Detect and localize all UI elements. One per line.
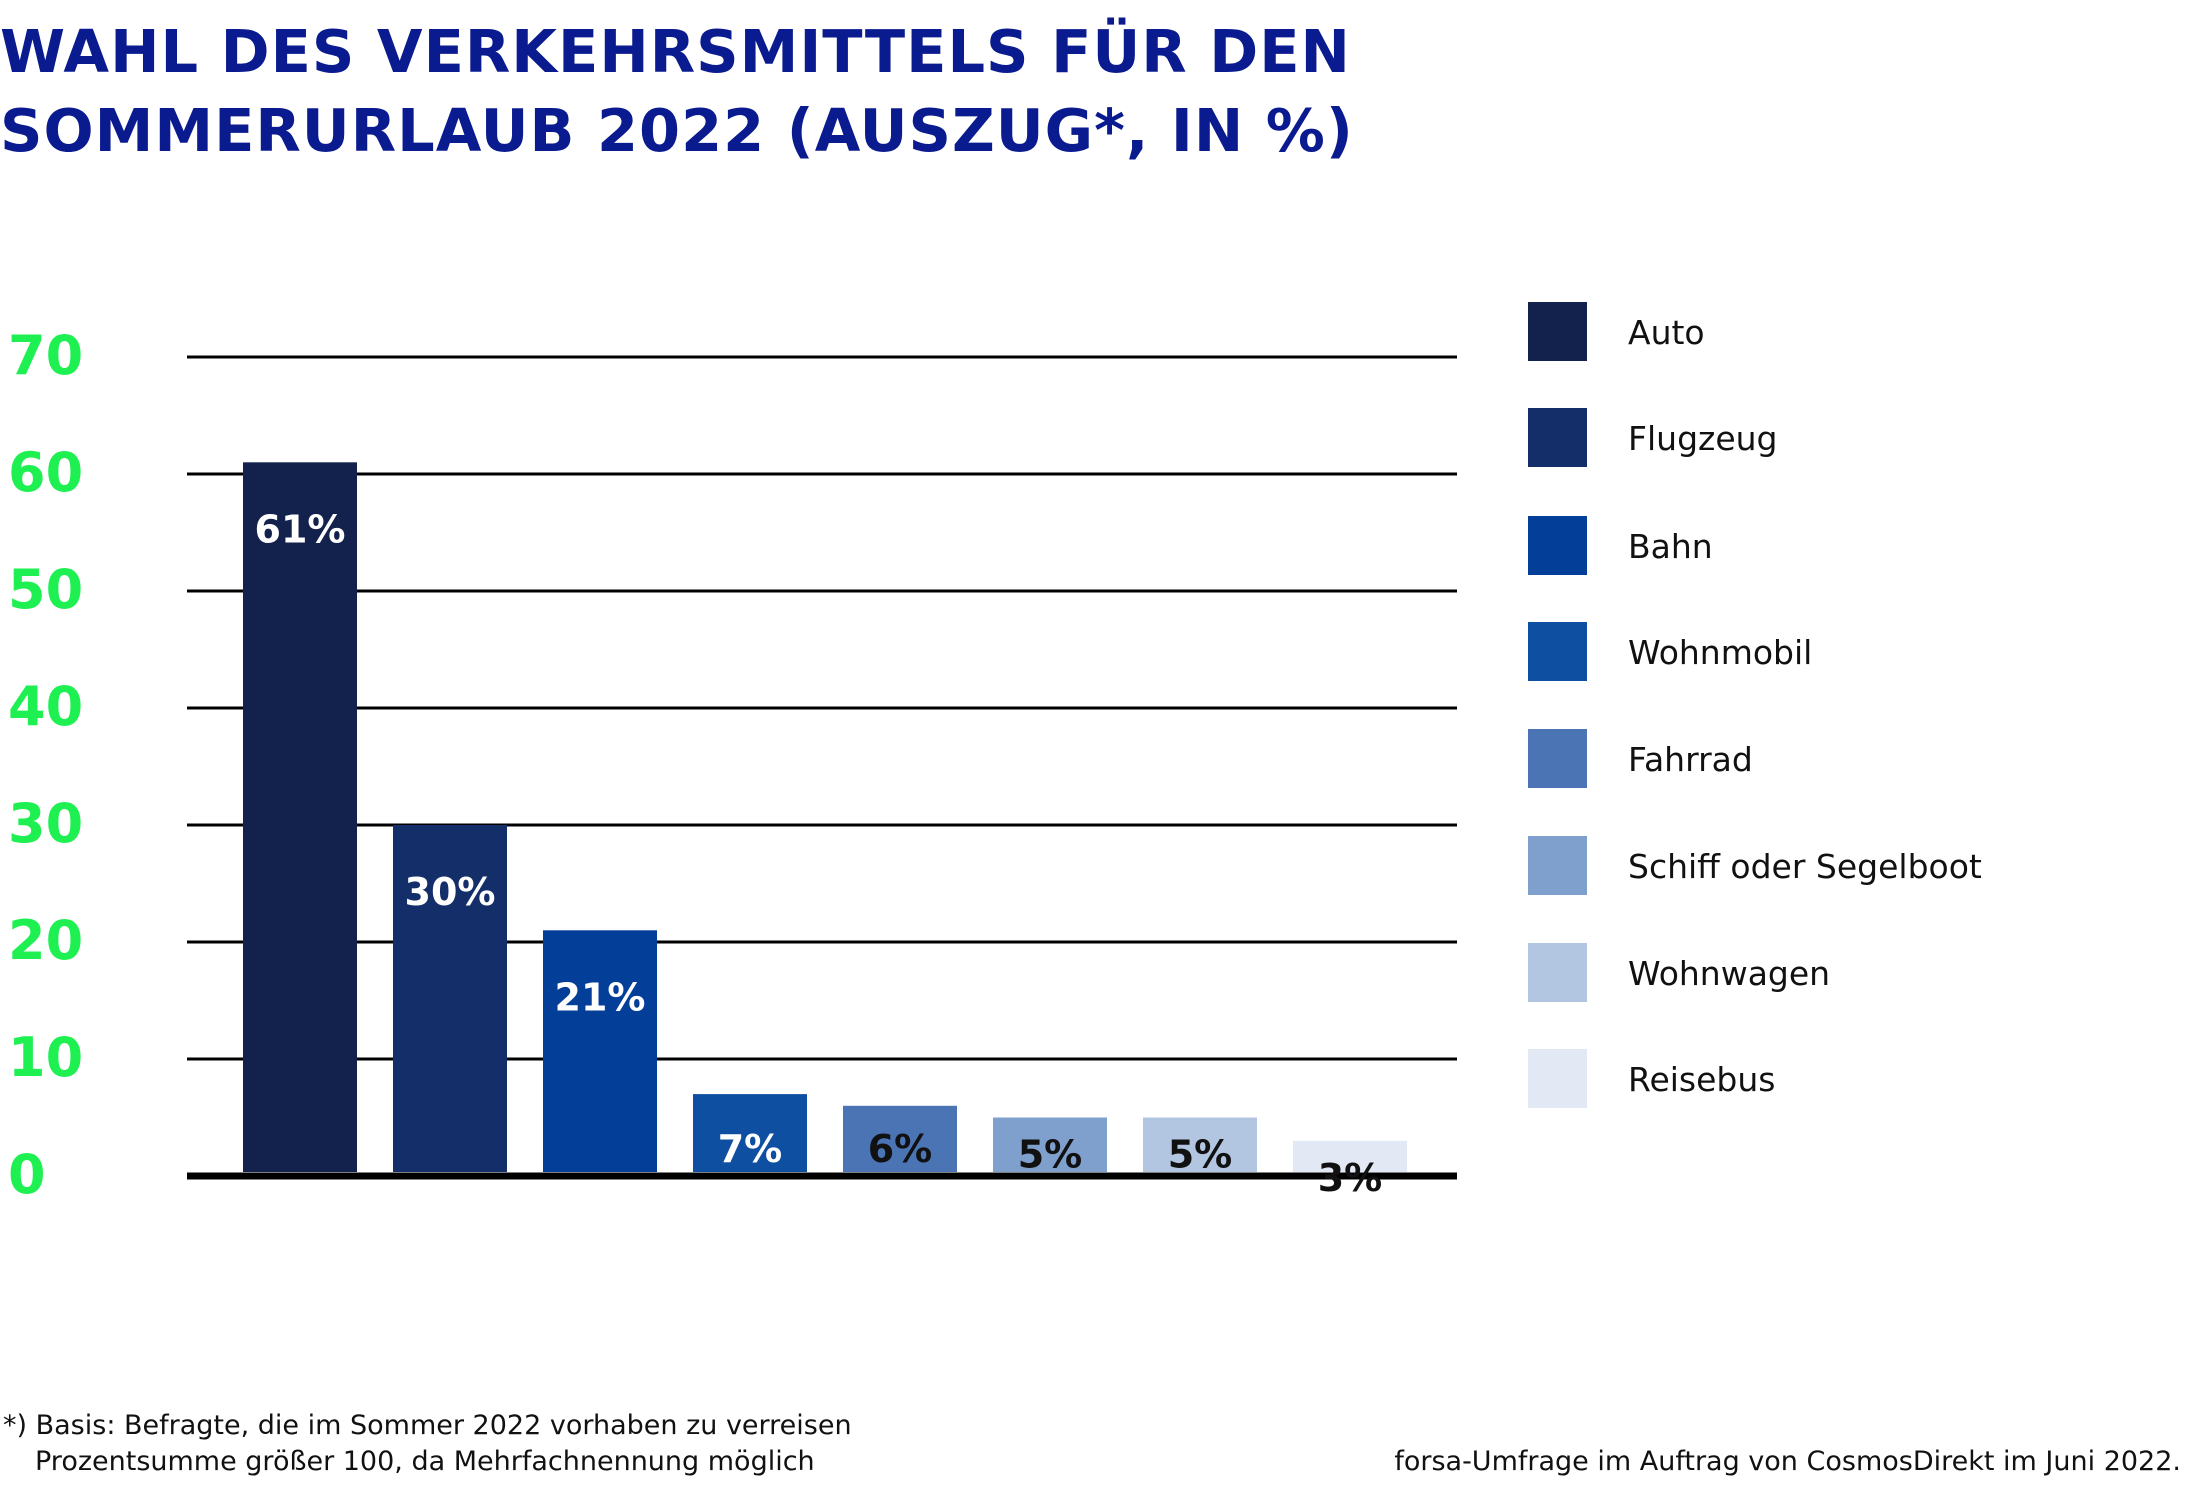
y-tick-label: 40	[8, 675, 83, 738]
gridlines	[187, 355, 1457, 1180]
data-label: 5%	[1168, 1133, 1233, 1177]
footnote-basis: *) Basis: Befragte, die im Sommer 2022 v…	[3, 1410, 852, 1441]
legend: Auto Flugzeug Bahn Wohnmobil Fahrrad Schiff o…	[1528, 302, 1982, 1108]
legend-label: Flugzeug	[1628, 419, 1778, 458]
legend-label: Wohnmobil	[1628, 633, 1812, 672]
bar	[1143, 1117, 1257, 1172]
legend-swatch	[1528, 622, 1587, 681]
bar	[393, 825, 507, 1172]
y-axis-ticks: 0 10 20 30 40 50 60 70	[8, 324, 83, 1206]
bar	[693, 1094, 807, 1172]
legend-swatch	[1528, 729, 1587, 788]
data-labels: 61% 30% 21% 7% 6% 5% 5% 3%	[255, 507, 1383, 1200]
y-tick-label: 60	[8, 441, 83, 504]
bar	[843, 1105, 957, 1172]
legend-swatch	[1528, 836, 1587, 895]
chart-title-line-2: SOMMERURLAUB 2022 (AUSZUG*, IN %)	[0, 96, 1354, 165]
chart-title: WAHL DES VERKEHRSMITTELS FÜR DEN SOMMERU…	[0, 12, 1400, 170]
y-tick-label: 70	[8, 324, 83, 387]
legend-label: Reisebus	[1628, 1060, 1775, 1099]
y-tick-label: 50	[8, 558, 83, 621]
legend-label: Fahrrad	[1628, 740, 1753, 779]
data-label: 3%	[1318, 1156, 1383, 1200]
y-tick-label: 30	[8, 792, 83, 855]
bars	[243, 462, 1407, 1172]
legend-swatch	[1528, 943, 1587, 1002]
data-label: 7%	[718, 1127, 783, 1171]
y-tick-label: 20	[8, 909, 83, 972]
legend-swatch	[1528, 1049, 1587, 1108]
legend-swatch	[1528, 408, 1587, 467]
footnote-sum: Prozentsumme größer 100, da Mehrfachnenn…	[35, 1446, 815, 1477]
legend-label: Wohnwagen	[1628, 954, 1830, 993]
legend-label: Bahn	[1628, 527, 1713, 566]
legend-label: Auto	[1628, 313, 1705, 352]
legend-label: Schiff oder Segelboot	[1628, 847, 1982, 886]
bar	[543, 930, 657, 1172]
y-tick-label: 10	[8, 1026, 83, 1089]
footnote-source: forsa-Umfrage im Auftrag von CosmosDirek…	[1394, 1446, 2181, 1477]
bar	[243, 462, 357, 1172]
data-label: 21%	[555, 975, 646, 1019]
chart-title-line-1: WAHL DES VERKEHRSMITTELS FÜR DEN	[0, 17, 1351, 86]
legend-swatch	[1528, 302, 1587, 361]
data-label: 61%	[255, 507, 346, 551]
bar	[1293, 1140, 1407, 1172]
bar	[993, 1117, 1107, 1172]
y-tick-label: 0	[8, 1143, 46, 1206]
data-label: 5%	[1018, 1133, 1083, 1177]
legend-swatch	[1528, 516, 1587, 575]
data-label: 30%	[405, 870, 496, 914]
data-label: 6%	[868, 1127, 933, 1171]
